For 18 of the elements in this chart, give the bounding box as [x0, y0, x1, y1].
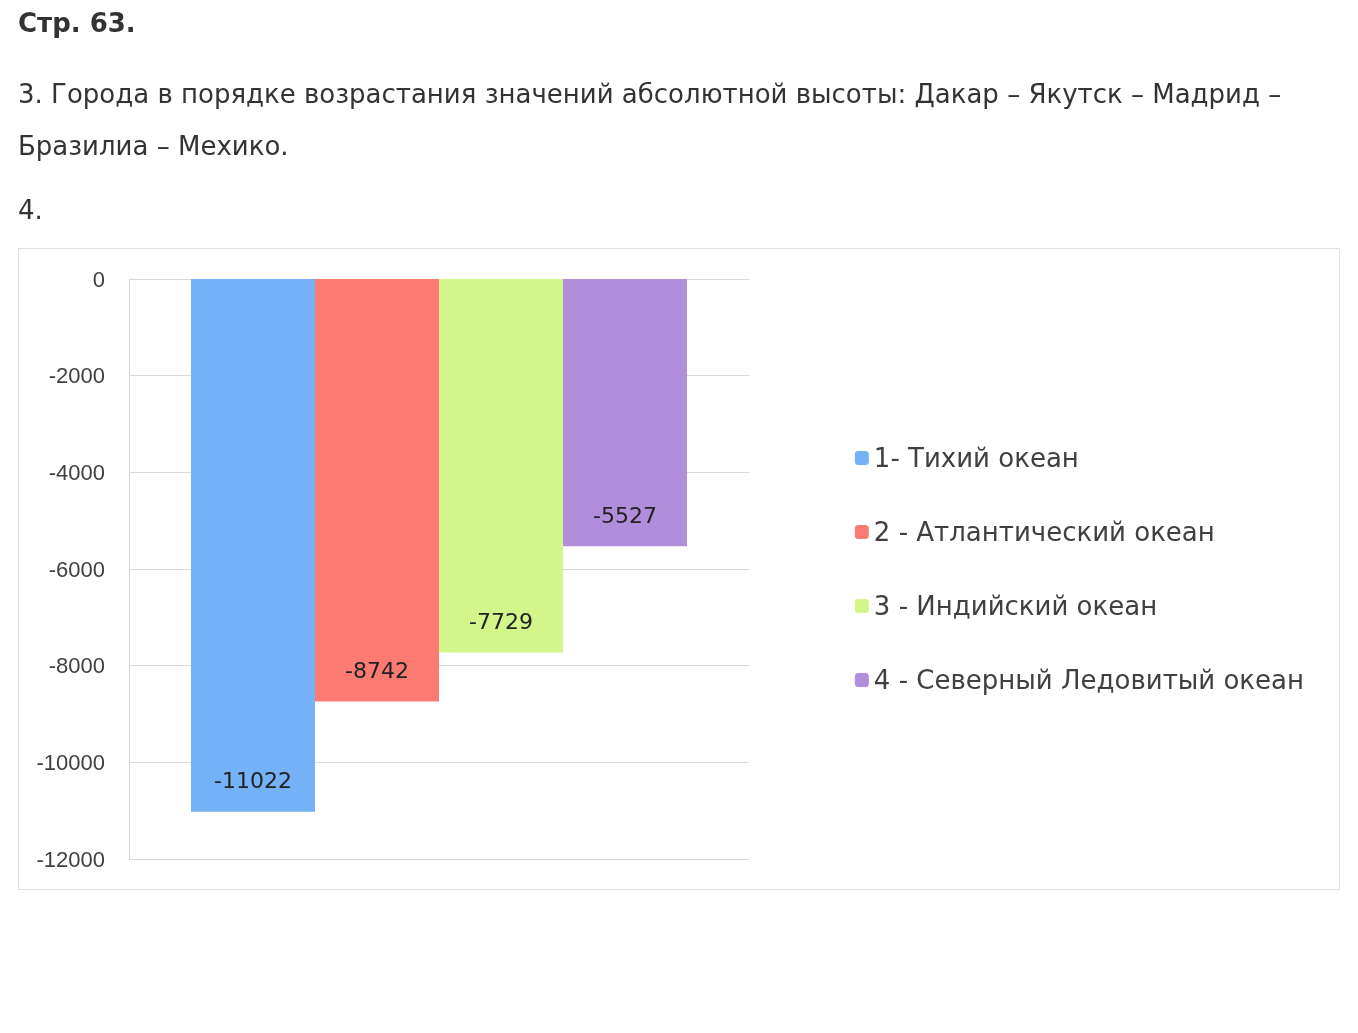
y-tick-label: -12000 — [36, 846, 105, 872]
legend-label: 2 - Атлантический океан — [873, 517, 1215, 547]
legend-label: 3 - Индийский океан — [873, 591, 1158, 621]
y-tick-label: -10000 — [36, 749, 105, 775]
y-tick-label: -2000 — [48, 363, 105, 389]
text: 4. — [18, 194, 44, 227]
y-tick-label: -4000 — [48, 459, 105, 485]
y-tick-label: -6000 — [48, 556, 105, 582]
data-label: -5527 — [593, 502, 657, 528]
data-label: -7729 — [469, 609, 533, 635]
y-tick-label: -8000 — [48, 653, 105, 679]
legend-label: 4 - Северный Ледовитый океан — [873, 665, 1305, 695]
legend-label: 1- Тихий океан — [873, 443, 1079, 473]
y-tick-label: 0 — [92, 266, 105, 292]
chart-title: Стр. 63. — [18, 8, 137, 38]
data-label: -11022 — [214, 768, 292, 794]
text: 3. Города в порядке возрастания значений абсолютной высоты: Дакар – Якутск – Мадрид – Бразилиа – Мехико. — [18, 78, 1283, 163]
data-label: -8742 — [345, 658, 409, 684]
